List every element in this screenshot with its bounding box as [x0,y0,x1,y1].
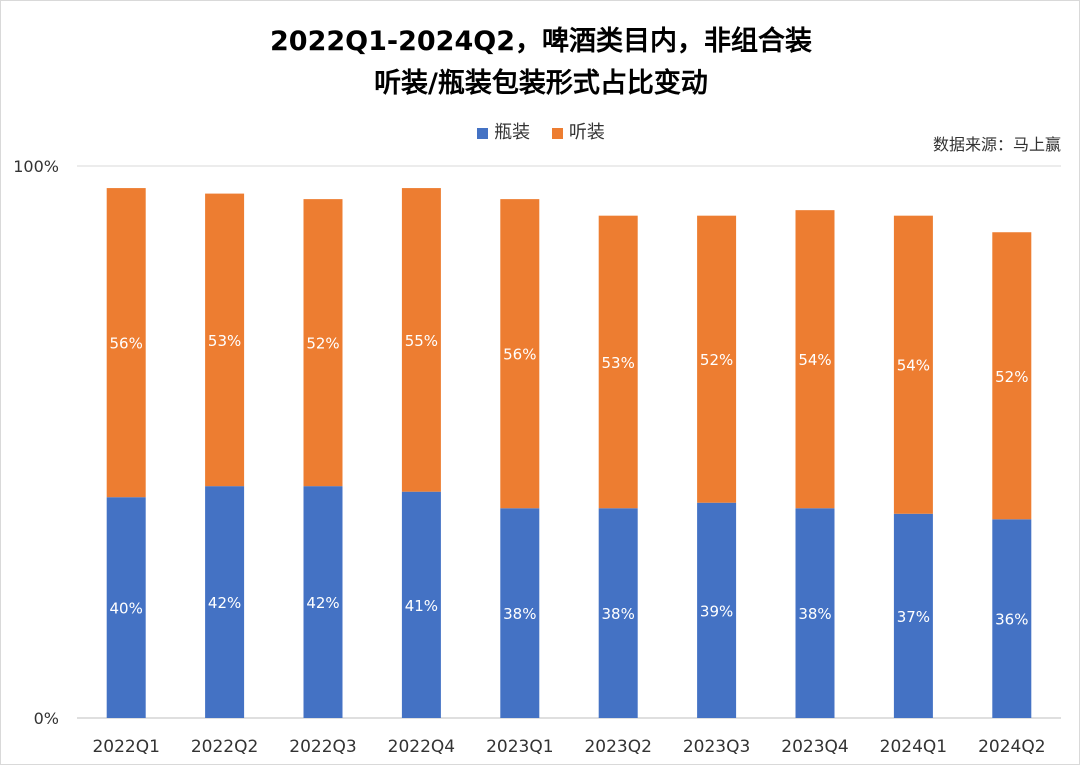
legend-item-can: 听装 [551,122,605,143]
data-label: 52% [700,351,733,369]
y-tick-label: 0% [34,709,59,728]
x-tick-label: 2023Q2 [584,737,651,757]
legend-label: 听装 [568,122,605,143]
data-label: 56% [503,346,536,364]
x-tick-label: 2023Q1 [486,737,553,757]
data-label: 52% [306,335,339,353]
y-tick-label: 100% [13,157,59,176]
bar-can [303,199,343,487]
bar-bottle [893,513,933,718]
x-tick-label: 2022Q2 [191,737,258,757]
x-tick-label: 2024Q2 [978,737,1045,757]
bar-can [401,188,441,492]
bar-bottle [598,508,638,718]
data-label: 54% [798,351,831,369]
data-label: 54% [897,357,930,375]
legend-item-bottle: 瓶装 [477,122,530,143]
data-label: 56% [110,335,143,353]
data-label: 38% [602,605,635,623]
data-label: 53% [208,332,241,350]
data-label: 53% [602,354,635,372]
x-tick-label: 2023Q4 [781,737,848,757]
legend: 瓶装 听装 [1,118,1080,144]
bar-can [992,232,1032,520]
legend-swatch [551,127,563,139]
bar-can [598,215,638,509]
bar-can [500,199,540,509]
bar-can [795,210,835,509]
x-tick-label: 2022Q4 [388,737,455,757]
x-tick-label: 2022Q3 [289,737,356,757]
bar-bottle [205,486,245,718]
bar-bottle [500,508,540,718]
data-label: 55% [405,332,438,350]
bar-bottle [401,491,441,718]
x-tick-label: 2022Q1 [92,737,159,757]
data-label: 41% [405,597,438,615]
data-label: 38% [503,605,536,623]
data-label: 42% [208,594,241,612]
data-label: 37% [897,608,930,626]
bar-can [697,215,737,503]
bar-can [893,215,933,514]
data-label: 40% [110,600,143,618]
legend-label: 瓶装 [494,122,531,143]
x-tick-label: 2023Q3 [683,737,750,757]
bar-bottle [697,502,737,718]
legend-swatch [477,127,489,139]
bar-bottle [303,486,343,718]
source-note: 数据来源：马上赢 [932,135,1061,154]
data-label: 52% [995,368,1028,386]
data-label: 42% [306,594,339,612]
bar-bottle [106,497,146,718]
chart-title-line2: 听装/瓶装包装形式占比变动 [374,68,708,99]
bar-can [106,188,146,498]
bar-bottle [992,519,1032,718]
bar-can [205,193,245,487]
bar-bottle [795,508,835,718]
chart-title-line1: 2022Q1-2024Q2，啤酒类目内，非组合装 [270,26,812,57]
data-label: 38% [798,605,831,623]
data-label: 36% [995,611,1028,629]
data-label: 39% [700,602,733,620]
x-tick-label: 2024Q1 [880,737,947,757]
